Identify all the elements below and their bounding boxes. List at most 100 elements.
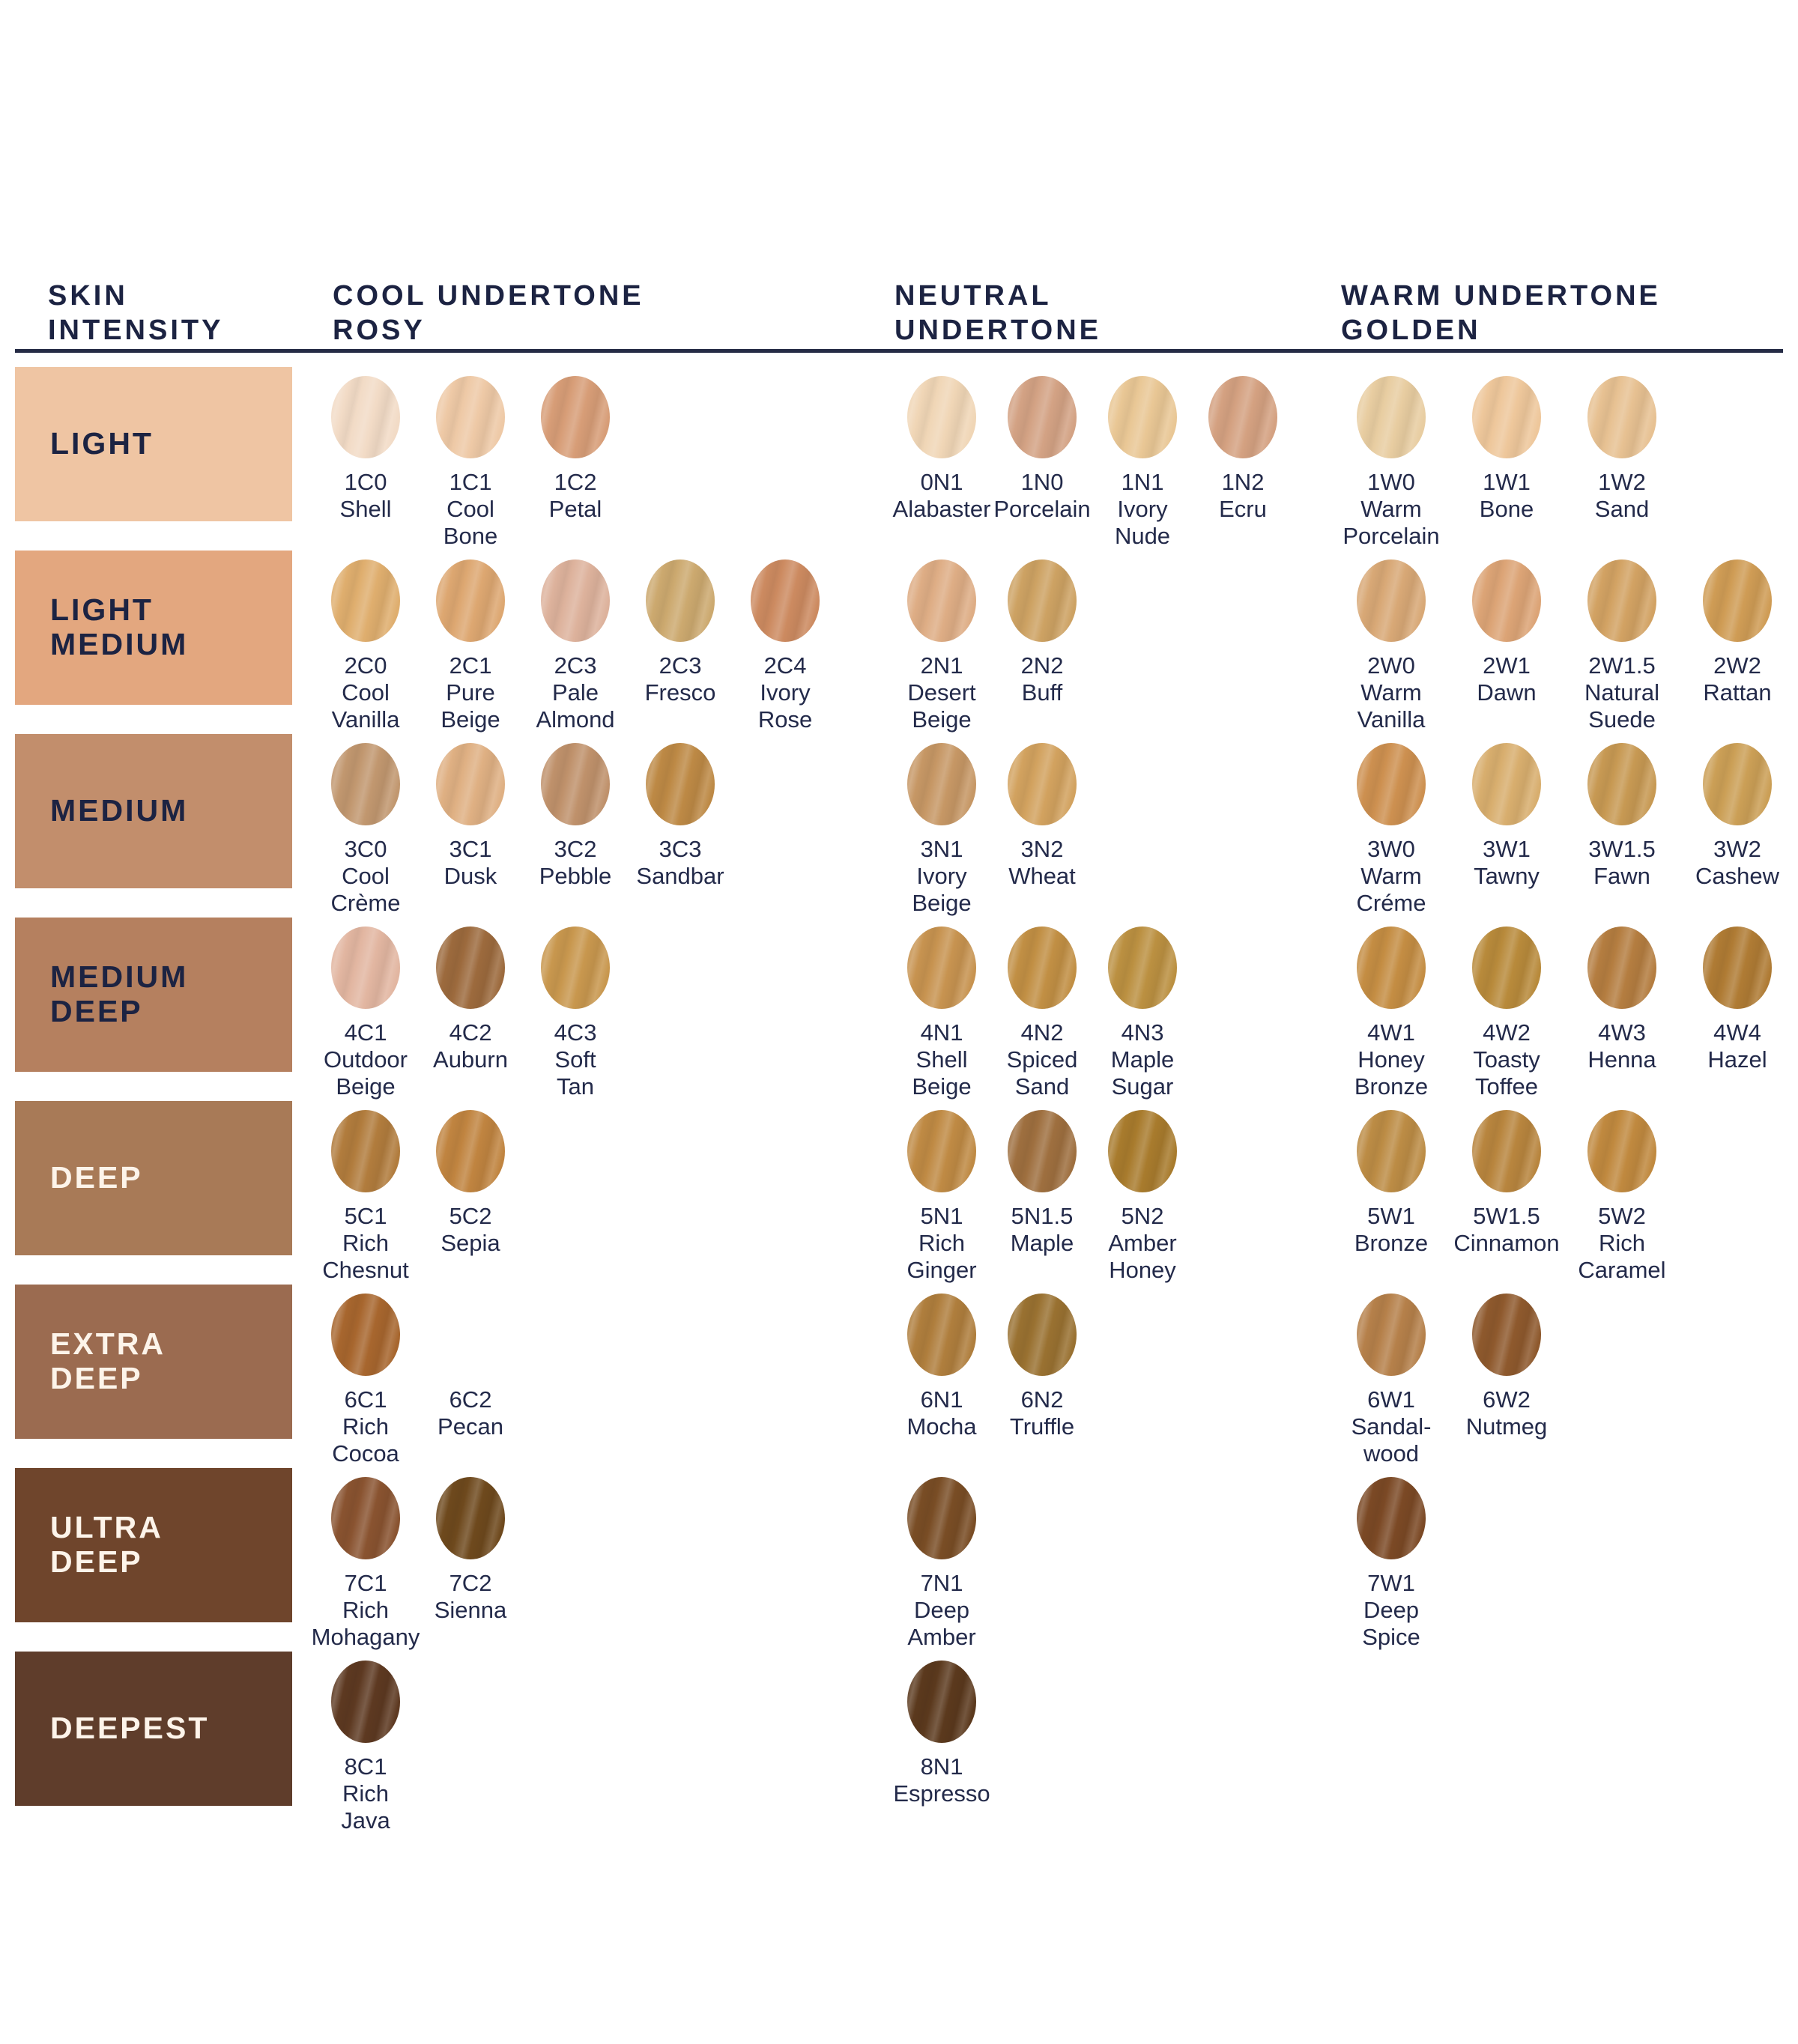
- neutral-undertone-group: 6N1 Mocha 6N2 Truffle: [892, 1285, 1092, 1440]
- shade-row-medium-deep: MEDIUM DEEP 4C1 Outdoor Beige 4C2 Auburn…: [0, 918, 1798, 1101]
- header-skin-intensity: SKIN INTENSITY: [48, 280, 224, 347]
- shade-code: 5C1: [344, 1203, 387, 1229]
- shade-name: Ivory Rose: [757, 679, 813, 733]
- shade-rows: LIGHT 1C0 Shell 1C1 Cool Bone 1C2 Petal …: [0, 367, 1798, 1835]
- shade-name: Sepia: [441, 1229, 500, 1256]
- shade-slot-2W0: 2W0 Warm Vanilla: [1334, 551, 1449, 733]
- intensity-block-medium-deep: MEDIUM DEEP: [15, 918, 292, 1072]
- intensity-block-deepest: DEEPEST: [15, 1652, 292, 1806]
- shade-code: 1N0: [1020, 469, 1064, 495]
- shade-code: 8C1: [344, 1753, 387, 1780]
- header-cool-undertone: COOL UNDERTONE ROSY: [333, 280, 644, 347]
- shade-name: Ecru: [1219, 495, 1267, 522]
- shade-swatch-0N1: [907, 376, 976, 458]
- shade-code: 6C2: [449, 1386, 492, 1413]
- shade-code: 8N1: [920, 1753, 963, 1780]
- shade-name: Sandal-wood: [1351, 1413, 1432, 1467]
- shade-swatch-2C3: [541, 559, 610, 642]
- shade-swatch-4N2: [1008, 927, 1077, 1009]
- shade-swatch-3W1.5: [1587, 743, 1656, 825]
- shade-slot-5N1.5: 5N1.5 Maple: [992, 1101, 1092, 1257]
- shade-code: 6C1: [344, 1386, 387, 1413]
- shade-slot-2C3: 2C3 Pale Almond: [523, 551, 628, 733]
- shade-swatch-3N2: [1008, 743, 1077, 825]
- shade-slot-6N2: 6N2 Truffle: [992, 1285, 1092, 1440]
- shade-name: Dawn: [1477, 679, 1537, 706]
- intensity-block-extra-deep: EXTRA DEEP: [15, 1285, 292, 1439]
- shade-slot-6C2: 6C2 Pecan: [418, 1285, 523, 1440]
- shade-slot-3C2: 3C2 Pebble: [523, 734, 628, 890]
- shade-swatch-1C0: [331, 376, 400, 458]
- shade-swatch-2W1: [1472, 559, 1541, 642]
- shade-code: 2W1.5: [1588, 652, 1656, 679]
- shade-code: 2C3: [554, 652, 597, 679]
- shade-slot-0N1: 0N1 Alabaster: [892, 367, 992, 523]
- shade-slot-3W0: 3W0 Warm Créme: [1334, 734, 1449, 917]
- shade-name: Amber Honey: [1108, 1229, 1177, 1283]
- shade-name: Warm Créme: [1356, 862, 1426, 916]
- shade-code: 7N1: [920, 1570, 963, 1596]
- shade-name: Espresso: [893, 1780, 990, 1807]
- shade-slot-3W1.5: 3W1.5 Fawn: [1564, 734, 1680, 890]
- shade-name: Fawn: [1593, 862, 1650, 889]
- shade-swatch-6C1: [331, 1294, 400, 1376]
- shade-swatch-7C1: [331, 1477, 400, 1559]
- shade-code: 4C1: [344, 1019, 387, 1046]
- warm-undertone-group: 5W1 Bronze 5W1.5 Cinnamon 5W2 Rich Caram…: [1334, 1101, 1680, 1284]
- shade-row-extra-deep: EXTRA DEEP 6C1 Rich Cocoa 6C2 Pecan 6N1 …: [0, 1285, 1798, 1468]
- shade-slot-7W1: 7W1 Deep Spice: [1334, 1468, 1449, 1651]
- shade-slot-7C2: 7C2 Sienna: [418, 1468, 523, 1624]
- shade-slot-5W2: 5W2 Rich Caramel: [1564, 1101, 1680, 1284]
- shade-swatch-4N3: [1108, 927, 1177, 1009]
- shade-name: Rich Mohagany: [311, 1596, 420, 1650]
- intensity-block-medium: MEDIUM: [15, 734, 292, 888]
- header-warm-undertone: WARM UNDERTONE GOLDEN: [1341, 280, 1661, 347]
- shade-code: 1N1: [1121, 469, 1164, 495]
- warm-undertone-group: 6W1 Sandal-wood 6W2 Nutmeg: [1334, 1285, 1564, 1467]
- cool-undertone-group: 6C1 Rich Cocoa 6C2 Pecan: [313, 1285, 523, 1467]
- shade-swatch-5W2: [1587, 1110, 1656, 1192]
- shade-slot-2C1: 2C1 Pure Beige: [418, 551, 523, 733]
- shade-slot-2N2: 2N2 Buff: [992, 551, 1092, 706]
- shade-name: Toasty Toffee: [1473, 1046, 1540, 1100]
- shade-slot-1N1: 1N1 Ivory Nude: [1092, 367, 1193, 550]
- cool-undertone-group: 5C1 Rich Chesnut 5C2 Sepia: [313, 1101, 523, 1284]
- shade-name: Tawny: [1474, 862, 1540, 889]
- shade-swatch-5C2: [436, 1110, 505, 1192]
- cool-undertone-group: 1C0 Shell 1C1 Cool Bone 1C2 Petal: [313, 367, 628, 550]
- shade-name: Spiced Sand: [1006, 1046, 1078, 1100]
- shade-slot-3N1: 3N1 Ivory Beige: [892, 734, 992, 917]
- shade-name: Pure Beige: [441, 679, 500, 733]
- shade-name: Warm Vanilla: [1357, 679, 1426, 733]
- shade-name: Sienna: [434, 1596, 507, 1623]
- shade-name: Sandbar: [636, 862, 724, 889]
- shade-slot-1N0: 1N0 Porcelain: [992, 367, 1092, 523]
- shade-name: Cool Bone: [443, 495, 498, 549]
- shade-slot-5C2: 5C2 Sepia: [418, 1101, 523, 1257]
- shade-code: 2N1: [920, 652, 963, 679]
- shade-row-deep: DEEP 5C1 Rich Chesnut 5C2 Sepia 5N1 Rich…: [0, 1101, 1798, 1285]
- shade-name: Sand: [1594, 495, 1650, 522]
- intensity-block-ultra-deep: ULTRA DEEP: [15, 1468, 292, 1622]
- shade-swatch-3C0: [331, 743, 400, 825]
- shade-swatch-4C2: [436, 927, 505, 1009]
- shade-name: Bone: [1479, 495, 1534, 522]
- shade-swatch-3W0: [1357, 743, 1426, 825]
- shade-name: Deep Amber: [907, 1596, 976, 1650]
- shade-name: Rattan: [1703, 679, 1772, 706]
- shade-code: 4N1: [920, 1019, 963, 1046]
- warm-undertone-group: 3W0 Warm Créme 3W1 Tawny 3W1.5 Fawn 3W2 …: [1334, 734, 1795, 917]
- shade-code: 2W2: [1713, 652, 1761, 679]
- shade-name: Desert Beige: [907, 679, 976, 733]
- shade-name: Buff: [1021, 679, 1063, 706]
- neutral-undertone-group: 0N1 Alabaster 1N0 Porcelain 1N1 Ivory Nu…: [892, 367, 1293, 550]
- shade-name: Truffle: [1009, 1413, 1075, 1440]
- shade-swatch-2C1: [436, 559, 505, 642]
- neutral-undertone-group: 7N1 Deep Amber: [892, 1468, 992, 1651]
- shade-slot-6C1: 6C1 Rich Cocoa: [313, 1285, 418, 1467]
- shade-code: 1W0: [1367, 469, 1415, 495]
- shade-code: 4N3: [1121, 1019, 1164, 1046]
- intensity-block-deep: DEEP: [15, 1101, 292, 1255]
- shade-slot-1W0: 1W0 Warm Porcelain: [1334, 367, 1449, 550]
- shade-slot-3N2: 3N2 Wheat: [992, 734, 1092, 890]
